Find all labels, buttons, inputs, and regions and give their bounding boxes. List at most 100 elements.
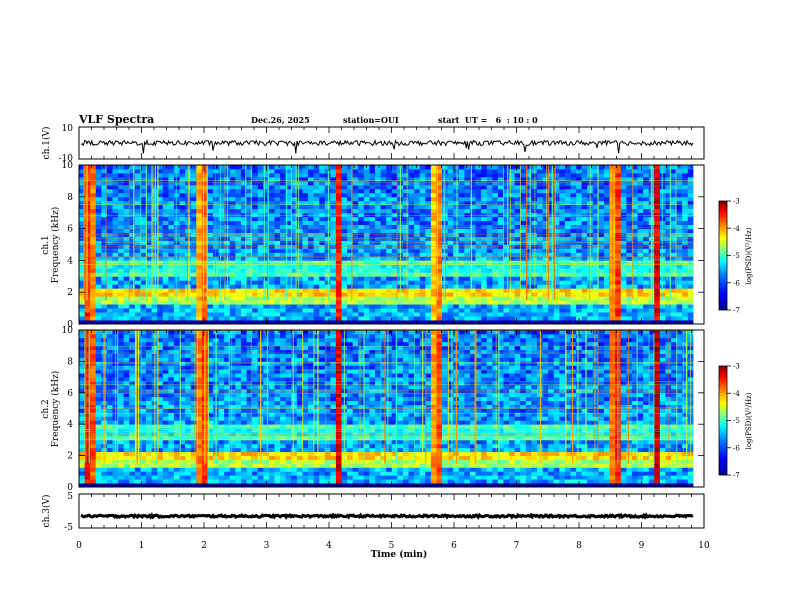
ch1-spectrogram-cell xyxy=(637,168,644,174)
ch1-spectrogram-cell xyxy=(553,256,560,261)
ch1-spectrogram-cell xyxy=(162,248,169,253)
ch1-spectrogram-cell xyxy=(430,300,437,305)
ch1-spectrogram-cell xyxy=(397,312,404,317)
ch1-spectrogram-cell xyxy=(509,176,516,182)
ch1-spectrogram-cell xyxy=(402,228,409,233)
ch1-spectrogram-cell xyxy=(548,272,555,277)
ch1-spectrogram-cell xyxy=(464,200,471,206)
ch1-spectrogram-cell xyxy=(146,272,153,277)
ch1-spectrogram-cell xyxy=(464,196,471,202)
ch1-spectrogram-cell xyxy=(458,320,465,325)
ch1-spectrogram-cell xyxy=(129,248,136,253)
ch1-spectrogram-cell xyxy=(235,188,242,194)
ch1-spectrogram-cell xyxy=(369,320,376,325)
ch1-spectrogram-cell xyxy=(285,184,292,190)
ch2-spectrogram-cell xyxy=(90,451,97,457)
ch1-spectrogram-cell xyxy=(101,304,108,309)
ch1-spectrogram-cell xyxy=(79,264,85,269)
ch1-spectrogram-cell xyxy=(665,260,672,265)
ch2-spectrogram-cell xyxy=(79,345,85,351)
ch1-spectrogram-cell xyxy=(481,304,488,309)
ch1-spectrogram-cell xyxy=(358,208,365,214)
ch1-spectrogram-cell xyxy=(307,256,314,261)
ch1-spectrogram-cell xyxy=(475,196,482,202)
ch1-spectrogram-cell xyxy=(453,316,460,321)
ch1-spectrogram-cell xyxy=(291,176,298,182)
ch1-spectrogram-cell xyxy=(106,300,113,305)
ch1-spectrogram-cell xyxy=(581,176,588,182)
ch1-spectrogram-cell xyxy=(643,240,650,245)
ch2-spectrogram-cell xyxy=(79,439,85,445)
ch2-spectrogram-cell xyxy=(90,420,97,425)
ch1-spectrogram-cell xyxy=(481,188,488,194)
ch1-spectrogram-cell xyxy=(469,200,476,206)
ch1-spectrogram-cell xyxy=(140,184,147,190)
ch1-spectrogram-cell xyxy=(352,292,359,297)
ch1-spectrogram-cell xyxy=(542,196,549,202)
ch2-spectrogram-cell xyxy=(95,353,102,358)
ch1-spectrogram-cell xyxy=(196,308,203,313)
ch1-spectrogram-cell xyxy=(559,200,566,206)
ch1-spectrogram-cell xyxy=(84,300,91,305)
ch1-spectrogram-cell xyxy=(576,184,583,190)
ch1-spectrogram-cell xyxy=(218,208,225,214)
ch1-spectrogram-cell xyxy=(615,212,622,218)
ch1-spectrogram-cell xyxy=(587,272,594,277)
ch1-spectrogram-cell xyxy=(676,192,683,198)
ch1-spectrogram-cell xyxy=(291,240,298,245)
ch1-spectrogram-cell xyxy=(654,208,661,214)
ch1-spectrogram-cell xyxy=(430,312,437,317)
ch1-spectrogram-cell xyxy=(369,184,376,190)
ch1-spectrogram-cell xyxy=(525,232,532,237)
ch1-spectrogram-cell xyxy=(296,260,303,265)
ch1-spectrogram-cell xyxy=(375,232,382,237)
ch2-spectrogram-cell xyxy=(101,463,108,468)
ch1-spectrogram-cell xyxy=(218,228,225,233)
ch1-spectrogram-cell xyxy=(358,288,365,293)
ch1-spectrogram-cell xyxy=(553,320,560,325)
ch1-spectrogram-cell xyxy=(481,280,488,285)
ch1-spectrogram-cell xyxy=(520,176,527,182)
ch1-spectrogram-cell xyxy=(330,208,337,214)
ch1-spectrogram-cell xyxy=(218,308,225,313)
ch1-spectrogram-cell xyxy=(631,316,638,321)
ch1-spectrogram-cell xyxy=(123,264,130,269)
ch1-spectrogram-cell xyxy=(475,308,482,313)
ch2-spectrogram-cell xyxy=(129,479,136,484)
ch1-spectrogram-cell xyxy=(79,212,85,218)
ch1-spectrogram-cell xyxy=(430,240,437,245)
ch1-spectrogram-cell xyxy=(436,208,443,214)
ch1-spectrogram-cell xyxy=(179,208,186,214)
ch1-spectrogram-cell xyxy=(676,256,683,261)
ch1-spectrogram-cell xyxy=(190,272,197,277)
ch1-spectrogram-cell xyxy=(570,188,577,194)
ch1-spectrogram-cell xyxy=(615,184,622,190)
ch1-spectrogram-cell xyxy=(436,196,443,202)
ch1-spectrogram-cell xyxy=(559,272,566,277)
ch1-spectrogram-cell xyxy=(201,200,208,206)
ch1-spectrogram-cell xyxy=(486,236,493,241)
ch1-spectrogram-cell xyxy=(414,200,421,206)
ch1-spectrogram-cell xyxy=(79,256,85,261)
ch1-spectrogram-cell xyxy=(553,176,560,182)
ch1-spectrogram-cell xyxy=(643,184,650,190)
ch1-spectrogram-cell xyxy=(570,176,577,182)
ch1-spectrogram-cell xyxy=(386,192,393,198)
ch1-spectrogram-cell xyxy=(285,316,292,321)
ch1-spectrogram-cell xyxy=(637,176,644,182)
ch1-spectrogram-cell xyxy=(447,220,454,226)
ch1-spectrogram-cell xyxy=(213,312,220,317)
ch2-spectrogram-cell xyxy=(123,345,130,351)
ch1-spectrogram-cell xyxy=(274,168,281,174)
ch1-spectrogram-cell xyxy=(268,240,275,245)
ch1-spectrogram-cell xyxy=(408,312,415,317)
ch2-spectrogram-cell xyxy=(112,479,119,484)
ch1-spectrogram-cell xyxy=(268,304,275,309)
ch1-spectrogram-cell xyxy=(486,300,493,305)
ch1-spectrogram-cell xyxy=(576,304,583,309)
ch1-spectrogram-cell xyxy=(168,188,175,194)
ch1-spectrogram-cell xyxy=(682,192,689,198)
ch1-spectrogram-cell xyxy=(598,232,605,237)
ch1-spectrogram-cell xyxy=(112,212,119,218)
ch1-spectrogram-cell xyxy=(509,192,516,198)
